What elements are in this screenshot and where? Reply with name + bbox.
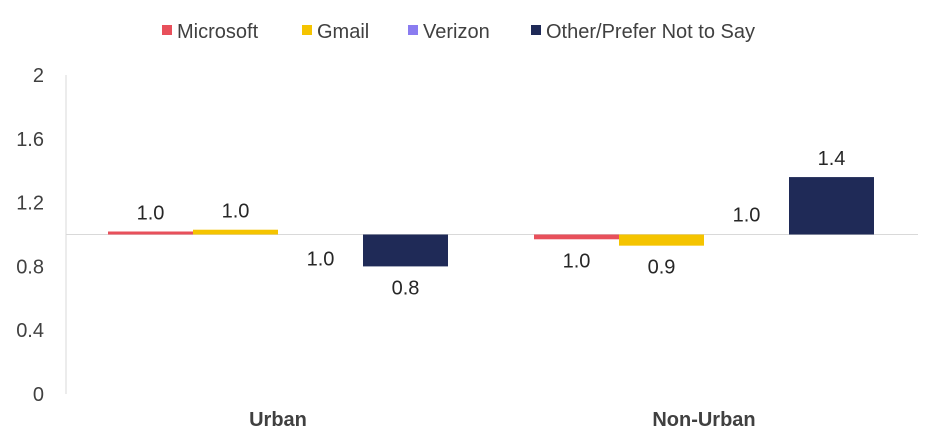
data-label: 1.0 [307,249,335,271]
bar-other-prefer-not-to-say-urban [363,234,448,267]
data-label: 1.0 [563,250,591,272]
y-axis-ticks: 0 0.4 0.8 1.2 1.6 2 [16,65,44,406]
category-label: Urban [249,409,307,431]
bar-microsoft-urban [108,231,193,235]
legend-label: Verizon [423,21,490,43]
legend-label: Other/Prefer Not to Say [546,21,755,43]
bar-microsoft-non-urban [534,234,619,240]
data-label: 0.9 [648,257,676,279]
y-tick-label: 1.6 [16,129,44,151]
category-label: Non-Urban [652,409,755,431]
bar-gmail-non-urban [619,234,704,246]
legend-swatch [302,25,312,35]
y-tick-label: 2 [33,65,44,87]
category-labels: Urban Non-Urban [249,409,756,431]
bar-gmail-urban [193,229,278,235]
data-label: 0.8 [392,277,420,299]
data-label: 1.0 [733,205,761,227]
legend-label: Gmail [317,21,369,43]
y-tick-label: 0.8 [16,256,44,278]
legend-swatch [408,25,418,35]
bar-other-prefer-not-to-say-non-urban [789,177,874,235]
data-label: 1.0 [222,201,250,223]
data-labels: 1.0 1.0 1.0 0.8 1.0 0.9 1.0 1.4 [137,148,846,299]
legend: Microsoft Gmail Verizon Other/Prefer Not to… [162,21,755,43]
legend-swatch [162,25,172,35]
y-tick-label: 0.4 [16,320,44,342]
y-tick-label: 0 [33,384,44,406]
legend-label: Microsoft [177,21,259,43]
bars [108,177,874,267]
data-label: 1.4 [818,148,846,170]
legend-swatch [531,25,541,35]
y-tick-label: 1.2 [16,193,44,215]
data-label: 1.0 [137,203,165,225]
